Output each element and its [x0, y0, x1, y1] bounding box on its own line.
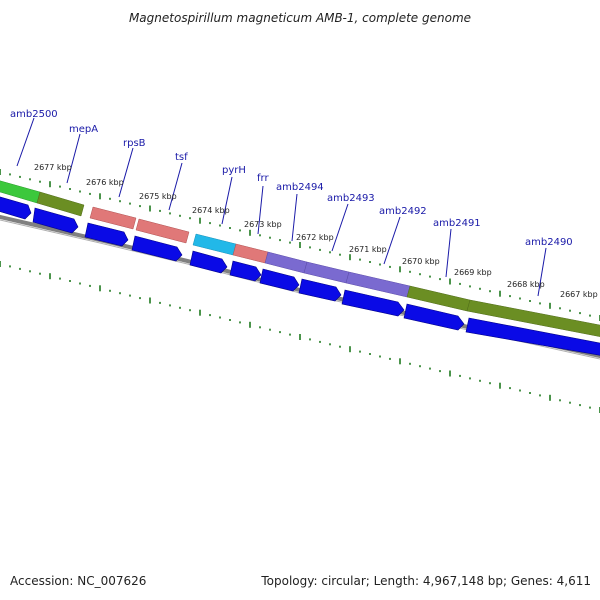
gene-leader-line	[66, 133, 81, 184]
gene-label: pyrH	[222, 165, 246, 176]
cds-arrow	[465, 317, 600, 356]
cds-arrow	[84, 222, 129, 247]
feature-segment	[466, 299, 600, 337]
kbp-tick-label: 2677 kbp	[34, 163, 72, 172]
gene-labels: amb2500 mepA rpsB tsf pyrH frr amb2494 a…	[10, 109, 573, 297]
kbp-tick-label: 2675 kbp	[139, 192, 177, 201]
cds-arrow	[298, 278, 342, 302]
feature-segment	[36, 191, 85, 217]
gene-leader-line	[168, 162, 183, 211]
cds-arrow	[131, 235, 183, 262]
cds-track	[0, 196, 600, 356]
gene-label: amb2500	[10, 109, 58, 120]
accession-text: Accession: NC_007626	[10, 574, 146, 588]
gene-label: amb2491	[433, 218, 481, 229]
cds-arrow	[403, 303, 465, 331]
feature-segment	[135, 218, 190, 244]
feature-segment	[192, 233, 237, 256]
gene-label: tsf	[175, 152, 188, 163]
map-title: Magnetospirillum magneticum AMB-1, compl…	[129, 11, 471, 25]
kbp-tick-label: 2673 kbp	[244, 220, 282, 229]
feature-band	[0, 180, 600, 337]
inner-tick-ring	[0, 261, 600, 413]
gene-label: amb2493	[327, 193, 375, 204]
kbp-tick-label: 2668 kbp	[507, 280, 545, 289]
kbp-tick-label: 2676 kbp	[86, 178, 124, 187]
gene-leader-line	[383, 216, 401, 265]
gene-leader-line	[16, 117, 35, 167]
gene-label: frr	[257, 173, 269, 184]
kbp-tick-label: 2667 kbp	[560, 290, 598, 299]
outer-tick-ring	[0, 169, 600, 321]
cds-arrow	[0, 196, 32, 220]
kbp-tick-label: 2670 kbp	[402, 257, 440, 266]
kbp-tick-label: 2672 kbp	[296, 233, 334, 242]
gene-label: amb2494	[276, 182, 324, 193]
gene-label: rpsB	[123, 138, 146, 149]
kbp-tick-label: 2669 kbp	[454, 268, 492, 277]
feature-segment	[264, 251, 308, 274]
gene-label: amb2490	[525, 237, 573, 248]
cds-arrow	[189, 250, 228, 274]
gene-leader-line	[445, 228, 452, 278]
gene-leader-line	[291, 193, 298, 242]
gene-leader-line	[537, 247, 547, 297]
cds-arrow	[341, 289, 405, 317]
feature-segment	[232, 243, 269, 264]
kbp-labels: 2677 kbp 2676 kbp 2675 kbp 2674 kbp 2673…	[34, 163, 598, 299]
feature-segment	[89, 206, 137, 230]
gene-leader-line	[221, 176, 233, 225]
cds-arrow	[259, 268, 300, 292]
cds-arrow	[32, 207, 79, 234]
kbp-tick-label: 2674 kbp	[192, 206, 230, 215]
gene-label: mepA	[69, 124, 98, 135]
gene-leader-line	[118, 147, 134, 198]
kbp-tick-label: 2671 kbp	[349, 245, 387, 254]
feature-segment	[303, 261, 350, 284]
gene-label: amb2492	[379, 206, 427, 217]
gene-leader-line	[257, 185, 264, 235]
cds-arrow	[229, 260, 262, 282]
genome-summary-text: Topology: circular; Length: 4,967,148 bp…	[260, 574, 591, 588]
gene-leader-line	[331, 203, 349, 252]
